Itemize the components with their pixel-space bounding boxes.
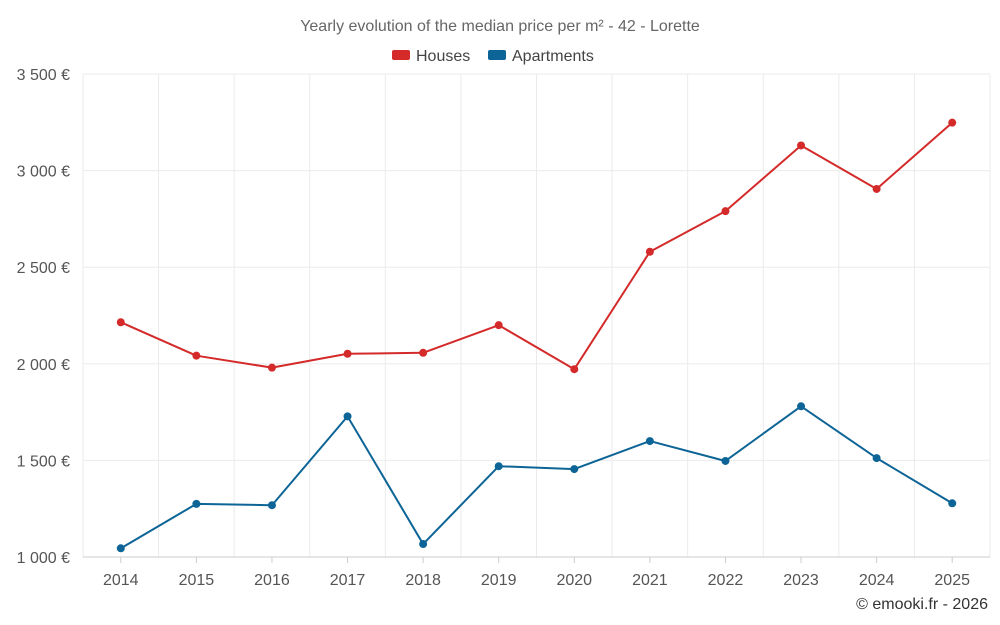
- x-tick-label: 2016: [254, 572, 290, 589]
- x-tick-label: 2021: [632, 572, 668, 589]
- series-layer: [116, 118, 957, 553]
- data-point-houses[interactable]: [343, 349, 352, 358]
- data-point-houses[interactable]: [721, 207, 730, 216]
- legend: Houses Apartments: [392, 48, 594, 65]
- data-point-houses[interactable]: [267, 363, 276, 372]
- series-apartments: [116, 402, 957, 553]
- legend-swatch-apartments: [488, 50, 506, 60]
- grid: [82, 73, 991, 557]
- data-point-apartments[interactable]: [948, 499, 957, 508]
- legend-item-houses[interactable]: Houses: [392, 48, 470, 65]
- x-tick-label: 2023: [783, 572, 819, 589]
- data-point-houses[interactable]: [948, 118, 957, 127]
- data-point-houses[interactable]: [797, 141, 806, 150]
- y-tick-label: 2 000 €: [17, 357, 70, 374]
- data-point-houses[interactable]: [116, 318, 125, 327]
- x-tick-label: 2025: [934, 572, 970, 589]
- data-point-apartments[interactable]: [419, 540, 428, 549]
- x-tick-label: 2022: [708, 572, 744, 589]
- data-point-houses[interactable]: [419, 348, 428, 357]
- x-tick-label: 2015: [179, 572, 215, 589]
- x-tick-label: 2024: [859, 572, 895, 589]
- legend-item-apartments[interactable]: Apartments: [488, 48, 594, 65]
- data-point-apartments[interactable]: [570, 465, 579, 474]
- x-tick-label: 2014: [103, 572, 139, 589]
- series-houses: [116, 118, 957, 374]
- x-tick-label: 2020: [556, 572, 592, 589]
- y-tick-label: 3 000 €: [17, 164, 70, 181]
- series-line-apartments: [120, 405, 953, 550]
- legend-swatch-houses: [392, 50, 410, 60]
- data-point-houses[interactable]: [872, 184, 881, 193]
- data-point-houses[interactable]: [192, 351, 201, 360]
- chart-title: Yearly evolution of the median price per…: [300, 18, 700, 35]
- x-axis: 2014 2015 2016 2017 2018 2019 2020 2021 2022 2023…: [83, 556, 990, 589]
- x-tick-label: 2018: [405, 572, 441, 589]
- legend-label-apartments: Apartments: [512, 48, 594, 65]
- data-point-apartments[interactable]: [494, 462, 503, 471]
- y-tick-label: 2 500 €: [17, 260, 70, 277]
- data-point-apartments[interactable]: [192, 499, 201, 508]
- x-tick-label: 2017: [330, 572, 366, 589]
- data-point-houses[interactable]: [645, 247, 654, 256]
- credit-text: © emooki.fr - 2026: [856, 596, 988, 613]
- series-line-houses: [120, 121, 953, 371]
- data-point-apartments[interactable]: [343, 412, 352, 421]
- data-point-apartments[interactable]: [872, 454, 881, 463]
- data-point-apartments[interactable]: [116, 544, 125, 553]
- data-point-houses[interactable]: [494, 321, 503, 330]
- y-axis: 1 000 € 1 500 € 2 000 € 2 500 € 3 000 € 3 500…: [17, 67, 70, 567]
- data-point-houses[interactable]: [570, 365, 579, 374]
- data-point-apartments[interactable]: [645, 437, 654, 446]
- y-tick-label: 1 500 €: [17, 453, 70, 470]
- legend-label-houses: Houses: [416, 48, 470, 65]
- data-point-apartments[interactable]: [797, 402, 806, 411]
- data-point-apartments[interactable]: [267, 501, 276, 510]
- y-tick-label: 3 500 €: [17, 67, 70, 84]
- data-point-apartments[interactable]: [721, 456, 730, 465]
- x-tick-label: 2019: [481, 572, 517, 589]
- y-tick-label: 1 000 €: [17, 550, 70, 567]
